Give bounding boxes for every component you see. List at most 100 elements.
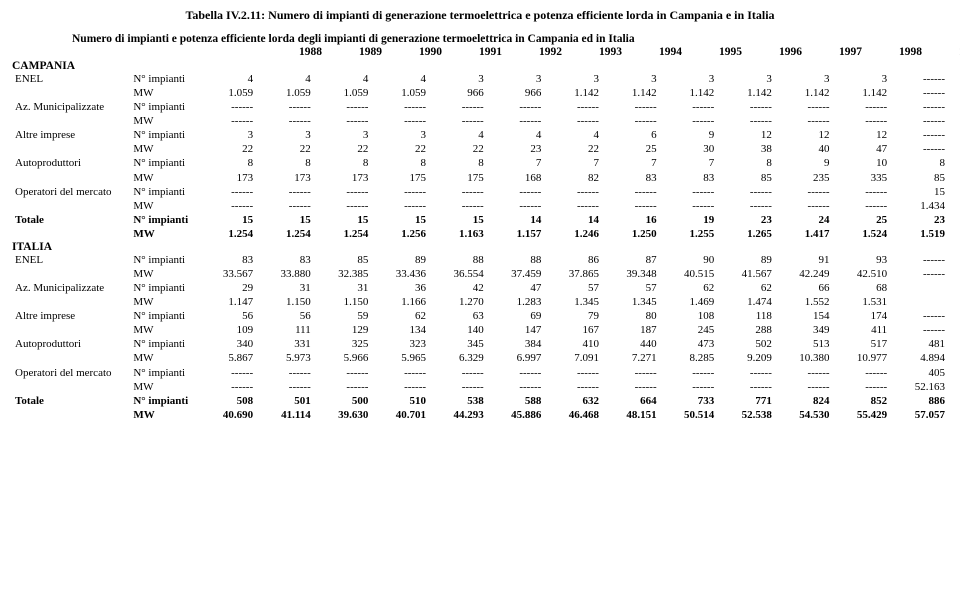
value-cell: 245 — [660, 323, 718, 337]
value-cell: 1.142 — [660, 86, 718, 100]
table-row: Az. MunicipalizzateN° impianti----------… — [12, 100, 948, 114]
value-cell: ------ — [198, 366, 256, 380]
value-cell: 140 — [429, 323, 487, 337]
value-cell: 3 — [256, 128, 314, 142]
row-label: Autoproduttori — [12, 337, 130, 351]
value-cell: 7.271 — [602, 351, 660, 365]
table-campania: ENELN° impianti444433333333------MW1.059… — [12, 72, 948, 241]
value-cell: 63 — [429, 309, 487, 323]
value-cell: 12 — [775, 128, 833, 142]
row-measure: N° impianti — [130, 253, 198, 267]
value-cell: 80 — [602, 309, 660, 323]
table-row: AutoproduttoriN° impianti340331325323345… — [12, 337, 948, 351]
value-cell: 5.965 — [371, 351, 429, 365]
value-cell: 771 — [717, 394, 775, 408]
value-cell: 3 — [602, 72, 660, 86]
value-cell: ------ — [429, 366, 487, 380]
value-cell: 173 — [256, 171, 314, 185]
value-cell: 733 — [660, 394, 718, 408]
value-cell: 89 — [371, 253, 429, 267]
row-measure: MW — [130, 86, 198, 100]
value-cell: 1.531 — [833, 295, 891, 309]
value-cell: 345 — [429, 337, 487, 351]
value-cell: 325 — [314, 337, 372, 351]
value-cell: 45.886 — [487, 408, 545, 422]
value-cell: 36.554 — [429, 267, 487, 281]
value-cell: ------ — [775, 366, 833, 380]
value-cell: 109 — [198, 323, 256, 337]
value-cell: 83 — [256, 253, 314, 267]
value-cell: 62 — [717, 281, 775, 295]
value-cell: 25 — [833, 213, 891, 227]
value-cell: 24 — [775, 213, 833, 227]
value-cell: 3 — [833, 72, 891, 86]
value-cell: 85 — [314, 253, 372, 267]
value-cell: 1.142 — [775, 86, 833, 100]
value-cell: 174 — [833, 309, 891, 323]
value-cell: 83 — [198, 253, 256, 267]
section-italia-head: ITALIA — [12, 241, 948, 253]
value-cell: ------ — [487, 366, 545, 380]
value-cell: ------ — [544, 185, 602, 199]
value-cell: 40.701 — [371, 408, 429, 422]
row-measure: N° impianti — [130, 128, 198, 142]
year-cell: 1992 — [506, 46, 566, 58]
value-cell: ------ — [602, 380, 660, 394]
value-cell: 632 — [544, 394, 602, 408]
value-cell: 510 — [371, 394, 429, 408]
value-cell: ------ — [256, 100, 314, 114]
value-cell: 1.474 — [717, 295, 775, 309]
row-label — [12, 114, 130, 128]
row-label — [12, 295, 130, 309]
value-cell: 15 — [890, 185, 948, 199]
value-cell: 90 — [660, 253, 718, 267]
row-measure: MW — [130, 171, 198, 185]
value-cell: 440 — [602, 337, 660, 351]
value-cell: ------ — [314, 100, 372, 114]
value-cell: 5.973 — [256, 351, 314, 365]
value-cell: 168 — [487, 171, 545, 185]
value-cell: 8 — [429, 156, 487, 170]
value-cell: 331 — [256, 337, 314, 351]
value-cell: ------ — [833, 185, 891, 199]
value-cell: ------ — [371, 114, 429, 128]
value-cell: 7 — [660, 156, 718, 170]
table-row: TotaleN° impianti50850150051053858863266… — [12, 394, 948, 408]
value-cell: 40 — [775, 142, 833, 156]
value-cell: 1.254 — [256, 227, 314, 241]
value-cell: ------ — [256, 366, 314, 380]
value-cell: 8 — [314, 156, 372, 170]
value-cell: 1.059 — [198, 86, 256, 100]
value-cell: 235 — [775, 171, 833, 185]
value-cell: ------ — [371, 380, 429, 394]
value-cell: 154 — [775, 309, 833, 323]
value-cell: 12 — [717, 128, 775, 142]
value-cell: 82 — [544, 171, 602, 185]
year-cell: 1998 — [866, 46, 926, 58]
value-cell: 41.567 — [717, 267, 775, 281]
row-label: Altre imprese — [12, 128, 130, 142]
value-cell: 83 — [602, 171, 660, 185]
value-cell: 10.380 — [775, 351, 833, 365]
value-cell: ------ — [198, 380, 256, 394]
value-cell: 6.329 — [429, 351, 487, 365]
value-cell: 1.254 — [198, 227, 256, 241]
value-cell: 3 — [717, 72, 775, 86]
value-cell: 8 — [717, 156, 775, 170]
value-cell: 25 — [602, 142, 660, 156]
value-cell: ------ — [256, 380, 314, 394]
value-cell: 30 — [660, 142, 718, 156]
row-measure: MW — [130, 380, 198, 394]
row-measure: N° impianti — [130, 394, 198, 408]
value-cell: 664 — [602, 394, 660, 408]
value-cell: 1.265 — [717, 227, 775, 241]
value-cell: 1.250 — [602, 227, 660, 241]
row-label — [12, 267, 130, 281]
row-measure: MW — [130, 114, 198, 128]
row-measure: N° impianti — [130, 213, 198, 227]
value-cell: 54.530 — [775, 408, 833, 422]
year-cell: 1996 — [746, 46, 806, 58]
value-cell: 108 — [660, 309, 718, 323]
value-cell: 91 — [775, 253, 833, 267]
value-cell: 410 — [544, 337, 602, 351]
